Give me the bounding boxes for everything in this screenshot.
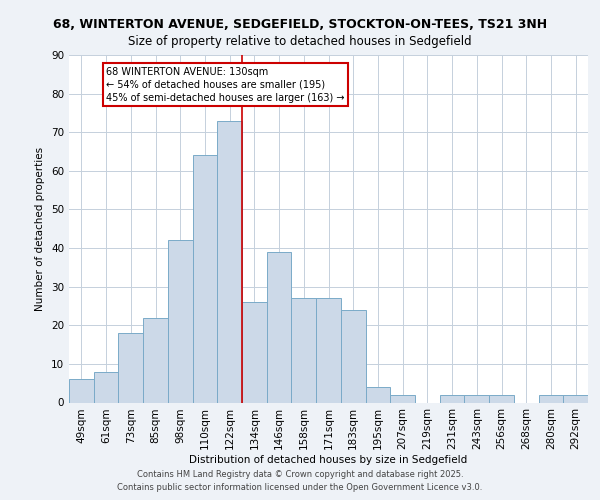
Bar — [390, 395, 415, 402]
X-axis label: Distribution of detached houses by size in Sedgefield: Distribution of detached houses by size … — [190, 455, 467, 465]
Bar — [69, 380, 94, 402]
Bar — [118, 333, 143, 402]
Bar — [168, 240, 193, 402]
Bar — [341, 310, 365, 402]
Bar — [292, 298, 316, 403]
Bar — [539, 395, 563, 402]
Bar — [242, 302, 267, 402]
Bar — [316, 298, 341, 403]
Text: Contains public sector information licensed under the Open Government Licence v3: Contains public sector information licen… — [118, 483, 482, 492]
Text: Contains HM Land Registry data © Crown copyright and database right 2025.: Contains HM Land Registry data © Crown c… — [137, 470, 463, 479]
Bar — [440, 395, 464, 402]
Bar — [489, 395, 514, 402]
Text: 68 WINTERTON AVENUE: 130sqm
← 54% of detached houses are smaller (195)
45% of se: 68 WINTERTON AVENUE: 130sqm ← 54% of det… — [106, 66, 344, 103]
Bar — [563, 395, 588, 402]
Bar — [94, 372, 118, 402]
Bar — [464, 395, 489, 402]
Bar — [193, 156, 217, 402]
Bar — [365, 387, 390, 402]
Text: Size of property relative to detached houses in Sedgefield: Size of property relative to detached ho… — [128, 35, 472, 48]
Bar — [143, 318, 168, 402]
Y-axis label: Number of detached properties: Number of detached properties — [35, 146, 46, 311]
Text: 68, WINTERTON AVENUE, SEDGEFIELD, STOCKTON-ON-TEES, TS21 3NH: 68, WINTERTON AVENUE, SEDGEFIELD, STOCKT… — [53, 18, 547, 30]
Bar — [217, 120, 242, 402]
Bar — [267, 252, 292, 402]
